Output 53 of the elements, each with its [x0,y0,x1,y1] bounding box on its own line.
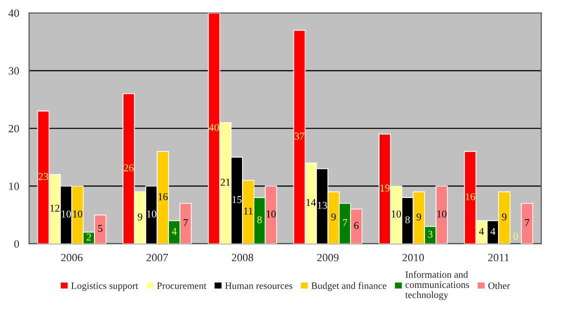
data-label: 11 [244,208,253,215]
x-tick-label: 2008 [232,254,254,262]
data-label: 10 [437,210,446,218]
data-label: 16 [466,193,476,200]
data-label: 9 [416,213,422,220]
x-tick-label: 2009 [317,254,339,262]
data-label: 26 [124,164,134,172]
data-label: 23 [38,173,48,180]
legend-label: Human resources [225,282,292,290]
data-label: 3 [428,230,432,238]
y-tick-label: 10 [9,182,19,190]
data-label: 13 [318,202,327,209]
legend-label: Logistics support [71,282,138,292]
data-label: 7 [343,219,348,226]
x-tick-label: 2011 [488,254,509,262]
legend-label: Other [488,282,510,290]
data-label: 10 [266,210,276,218]
data-label: 10 [392,210,401,218]
legend-label: Information and communications technology [405,270,470,300]
data-label: 8 [257,216,262,224]
y-tick-label: 30 [8,67,19,75]
data-label: 37 [294,132,304,140]
data-label: 8 [405,216,410,224]
data-label: 7 [184,219,188,226]
data-label: 6 [354,222,359,230]
data-label: 2 [86,234,91,240]
x-tick-label: 2006 [61,254,83,262]
data-label: 40 [209,124,219,131]
y-tick-label: 40 [8,9,19,17]
data-label: 10 [73,210,82,218]
data-label: 14 [306,198,316,206]
data-label: 16 [158,193,168,200]
data-label: 9 [502,213,506,220]
data-label: 9 [331,213,336,220]
data-label: 4 [479,228,484,235]
x-tick-label: 2007 [146,254,168,262]
data-label: 9 [138,213,142,220]
data-label: 4 [490,228,496,235]
x-tick-label: 2010 [402,254,424,262]
data-label: 10 [147,210,156,218]
data-label: 5 [98,225,102,232]
data-label: 0 [513,232,518,240]
data-label: 4 [172,228,177,235]
legend-label: Budget and finance [311,282,386,292]
data-label: 19 [380,184,390,192]
data-label: 10 [62,210,71,218]
y-tick-label: 0 [14,240,19,248]
y-tick-label: 20 [8,124,19,132]
data-label: 7 [525,219,530,226]
data-label: 12 [50,204,60,212]
legend-label: Procurement [157,282,206,290]
data-label: 15 [232,196,242,204]
data-label: 21 [220,178,230,186]
